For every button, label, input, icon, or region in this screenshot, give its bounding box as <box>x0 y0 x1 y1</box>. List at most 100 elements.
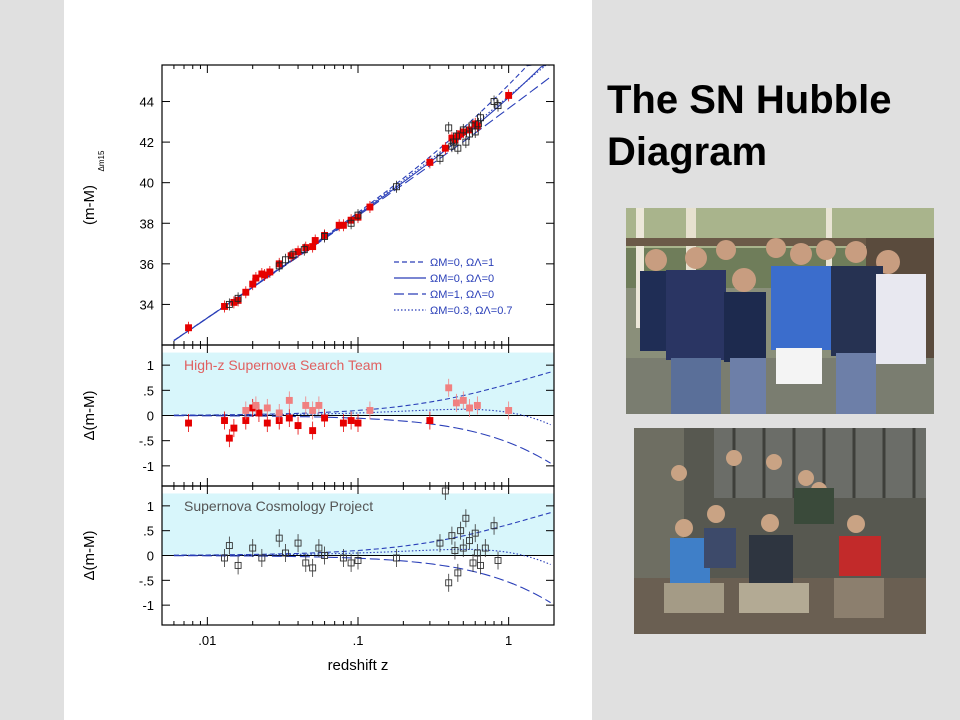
data-point <box>459 544 467 552</box>
data-point <box>454 569 462 577</box>
data-point <box>321 232 329 240</box>
data-point <box>436 539 444 547</box>
data-point <box>505 407 513 414</box>
data-point <box>302 559 310 567</box>
data-point <box>473 549 481 557</box>
x-tick-label: 1 <box>505 633 512 648</box>
data-point <box>494 102 502 110</box>
legend-label: ΩM=0, ΩΛ=1 <box>430 257 494 269</box>
y-tick-label: 40 <box>140 176 154 191</box>
data-point <box>441 487 449 495</box>
data-point <box>242 407 250 414</box>
y-axis-label-subscript: Δm15 <box>97 150 106 171</box>
data-point <box>315 401 323 409</box>
data-point <box>258 554 266 562</box>
data-point <box>275 409 283 417</box>
data-point <box>282 256 289 264</box>
data-point <box>354 419 362 427</box>
y-tick-label: 0 <box>147 409 154 424</box>
data-point <box>457 527 465 535</box>
data-point <box>490 522 498 530</box>
residual-model-curve-0 <box>173 371 551 416</box>
data-point <box>252 401 260 409</box>
data-point <box>263 404 271 412</box>
panel-annotation: Supernova Cosmology Project <box>184 498 373 514</box>
data-point <box>302 401 310 409</box>
y-tick-label: 1 <box>147 499 154 514</box>
y-tick-label: .5 <box>143 524 154 539</box>
data-point <box>366 203 374 211</box>
data-point <box>448 532 456 540</box>
x-axis-label: redshift z <box>328 657 389 674</box>
chart-panel-residual-highz <box>161 344 555 487</box>
team-photo-high-z <box>626 208 934 414</box>
y-tick-label: -.5 <box>139 434 154 449</box>
data-point <box>225 434 233 442</box>
data-point <box>477 561 484 569</box>
data-point <box>347 559 355 567</box>
residual-model-curve-2 <box>173 555 551 604</box>
y-tick-label: -1 <box>142 598 154 613</box>
data-point <box>309 407 317 414</box>
data-point <box>451 547 459 554</box>
data-point <box>185 419 192 427</box>
data-point <box>321 552 329 559</box>
legend-label: ΩM=1, ΩΛ=0 <box>430 289 494 301</box>
legend-label: ΩM=0, ΩΛ=0 <box>430 273 494 285</box>
data-point <box>225 300 233 308</box>
data-point <box>287 252 295 260</box>
data-point <box>339 221 347 229</box>
data-point <box>309 564 317 572</box>
data-point <box>459 126 467 134</box>
data-point <box>481 544 489 552</box>
data-point <box>471 128 479 136</box>
data-point <box>366 407 374 414</box>
data-point <box>285 396 293 404</box>
y-axis-label: (m-M) <box>81 185 98 225</box>
data-point <box>185 324 192 332</box>
data-point <box>242 288 250 296</box>
data-point <box>294 422 302 430</box>
data-point <box>459 396 467 404</box>
y-tick-label: 38 <box>140 216 154 231</box>
data-point <box>309 243 317 251</box>
data-point <box>354 211 362 219</box>
data-point <box>221 554 228 562</box>
data-point <box>436 154 444 162</box>
y-tick-label: 44 <box>140 95 154 110</box>
data-point <box>494 557 502 564</box>
data-point <box>393 554 400 562</box>
data-point <box>266 268 274 276</box>
y-tick-label: 42 <box>140 135 154 150</box>
data-point <box>221 417 228 424</box>
data-point <box>347 219 355 227</box>
data-point <box>454 144 462 152</box>
data-point <box>452 399 460 407</box>
data-point <box>315 544 323 552</box>
y-tick-label: 36 <box>140 257 154 272</box>
y-tick-label: 34 <box>140 297 154 312</box>
data-point <box>311 237 319 244</box>
data-point <box>289 251 297 259</box>
data-point <box>354 557 362 564</box>
data-point <box>426 158 434 166</box>
data-point <box>339 419 347 427</box>
y-tick-label: -.5 <box>139 573 154 588</box>
data-point <box>469 559 477 567</box>
residual-model-curve-2 <box>173 415 551 464</box>
data-point <box>321 414 329 422</box>
data-point <box>282 549 289 557</box>
data-point <box>294 539 302 547</box>
data-point <box>225 542 233 550</box>
y-tick-label: 0 <box>147 549 154 564</box>
data-point <box>452 132 460 140</box>
data-point <box>285 414 293 422</box>
data-point <box>309 427 317 435</box>
y-tick-label: 1 <box>147 358 154 373</box>
data-point <box>252 274 260 282</box>
data-point <box>263 419 271 427</box>
data-point <box>302 244 310 252</box>
data-point <box>505 91 513 99</box>
slide-title: The SN Hubble Diagram <box>607 78 892 174</box>
data-point <box>477 114 484 122</box>
